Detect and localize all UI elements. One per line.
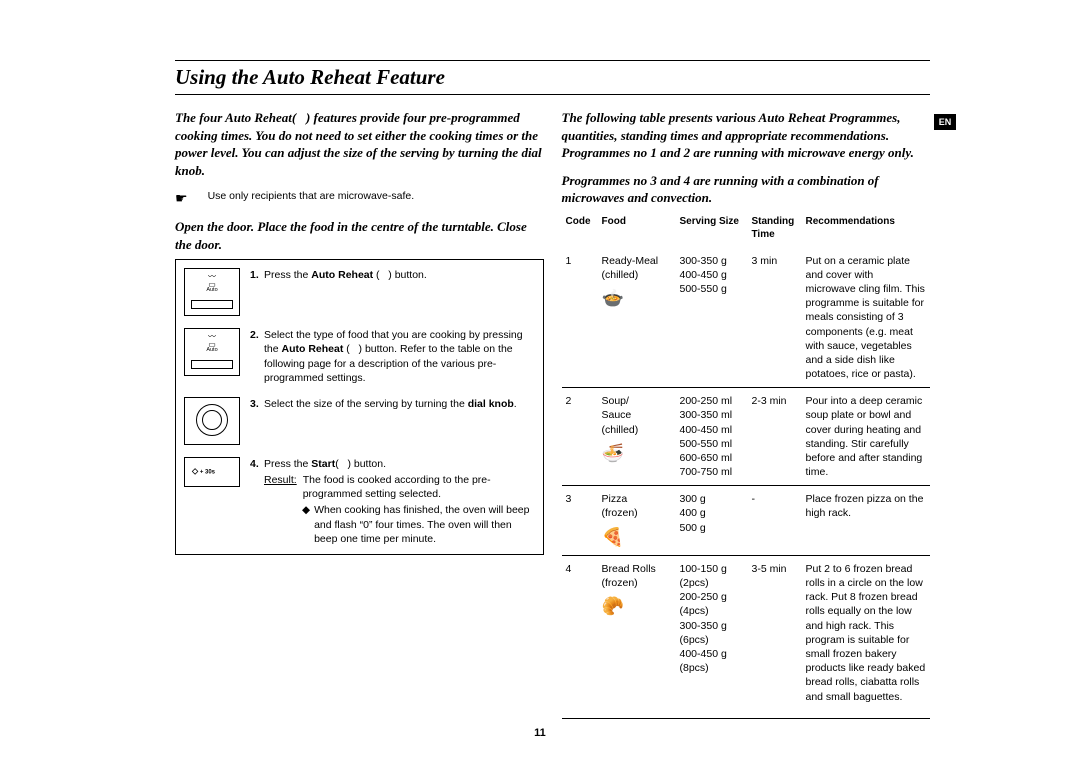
step-2: 〰▭ Auto 2.Select the type of food that y… [184, 328, 535, 385]
page-number: 11 [0, 727, 1080, 739]
rule [562, 718, 931, 719]
rule [175, 94, 930, 95]
th-serving: Serving Size [676, 213, 748, 248]
panel-dial-icon [184, 397, 240, 445]
rule [175, 60, 930, 61]
intro-text: The four Auto Reheat( ) features provide… [175, 109, 544, 179]
panel-start-icon: ◇ + 30s [184, 457, 240, 487]
th-food: Food [598, 213, 676, 248]
intro-text-2: Programmes no 3 and 4 are running with a… [562, 172, 931, 207]
table-row: 1Ready-Meal (chilled)🍲300-350 g 400-450 … [562, 248, 931, 388]
right-column: The following table presents various Aut… [562, 109, 931, 719]
food-icon: 🍜 [602, 441, 672, 465]
result-label: Result: [264, 473, 297, 501]
table-row: 2Soup/ Sauce (chilled)🍜200-250 ml 300-35… [562, 388, 931, 486]
result-bullet: When cooking has finished, the oven will… [314, 503, 534, 546]
table-row: 4Bread Rolls (frozen)🥐100-150 g (2pcs) 2… [562, 556, 931, 710]
food-icon: 🥐 [602, 594, 672, 618]
manual-page: Using the Auto Reheat Feature EN The fou… [0, 0, 1080, 763]
page-title: Using the Auto Reheat Feature [175, 65, 930, 90]
food-icon: 🍲 [602, 286, 672, 310]
food-icon: 🍕 [602, 525, 672, 549]
table-row: 3Pizza (frozen)🍕300 g 400 g 500 g-Place … [562, 486, 931, 555]
note-text: Use only recipients that are microwave-s… [208, 189, 415, 203]
safety-note: ☛ Use only recipients that are microwave… [175, 189, 544, 208]
panel-auto-icon: 〰▭ Auto [184, 268, 240, 316]
step-4: ◇ + 30s 4.Press the Start( ) button. Res… [184, 457, 535, 546]
language-badge: EN [934, 114, 956, 130]
th-standing: Standing Time [748, 213, 802, 248]
step-3: 3.Select the size of the serving by turn… [184, 397, 535, 445]
left-column: The four Auto Reheat( ) features provide… [175, 109, 544, 719]
open-door-instruction: Open the door. Place the food in the cen… [175, 218, 544, 253]
intro-text: The following table presents various Aut… [562, 109, 931, 162]
th-rec: Recommendations [802, 213, 931, 248]
programmes-table: Code Food Serving Size Standing Time Rec… [562, 213, 931, 710]
steps-box: 〰▭ Auto 1.Press the Auto Reheat ( ) butt… [175, 259, 544, 555]
th-code: Code [562, 213, 598, 248]
panel-auto-icon: 〰▭ Auto [184, 328, 240, 376]
bullet-icon: ◆ [302, 503, 310, 546]
pointer-icon: ☛ [175, 189, 188, 208]
result-text: The food is cooked according to the pre-… [303, 473, 535, 501]
step-1: 〰▭ Auto 1.Press the Auto Reheat ( ) butt… [184, 268, 535, 316]
